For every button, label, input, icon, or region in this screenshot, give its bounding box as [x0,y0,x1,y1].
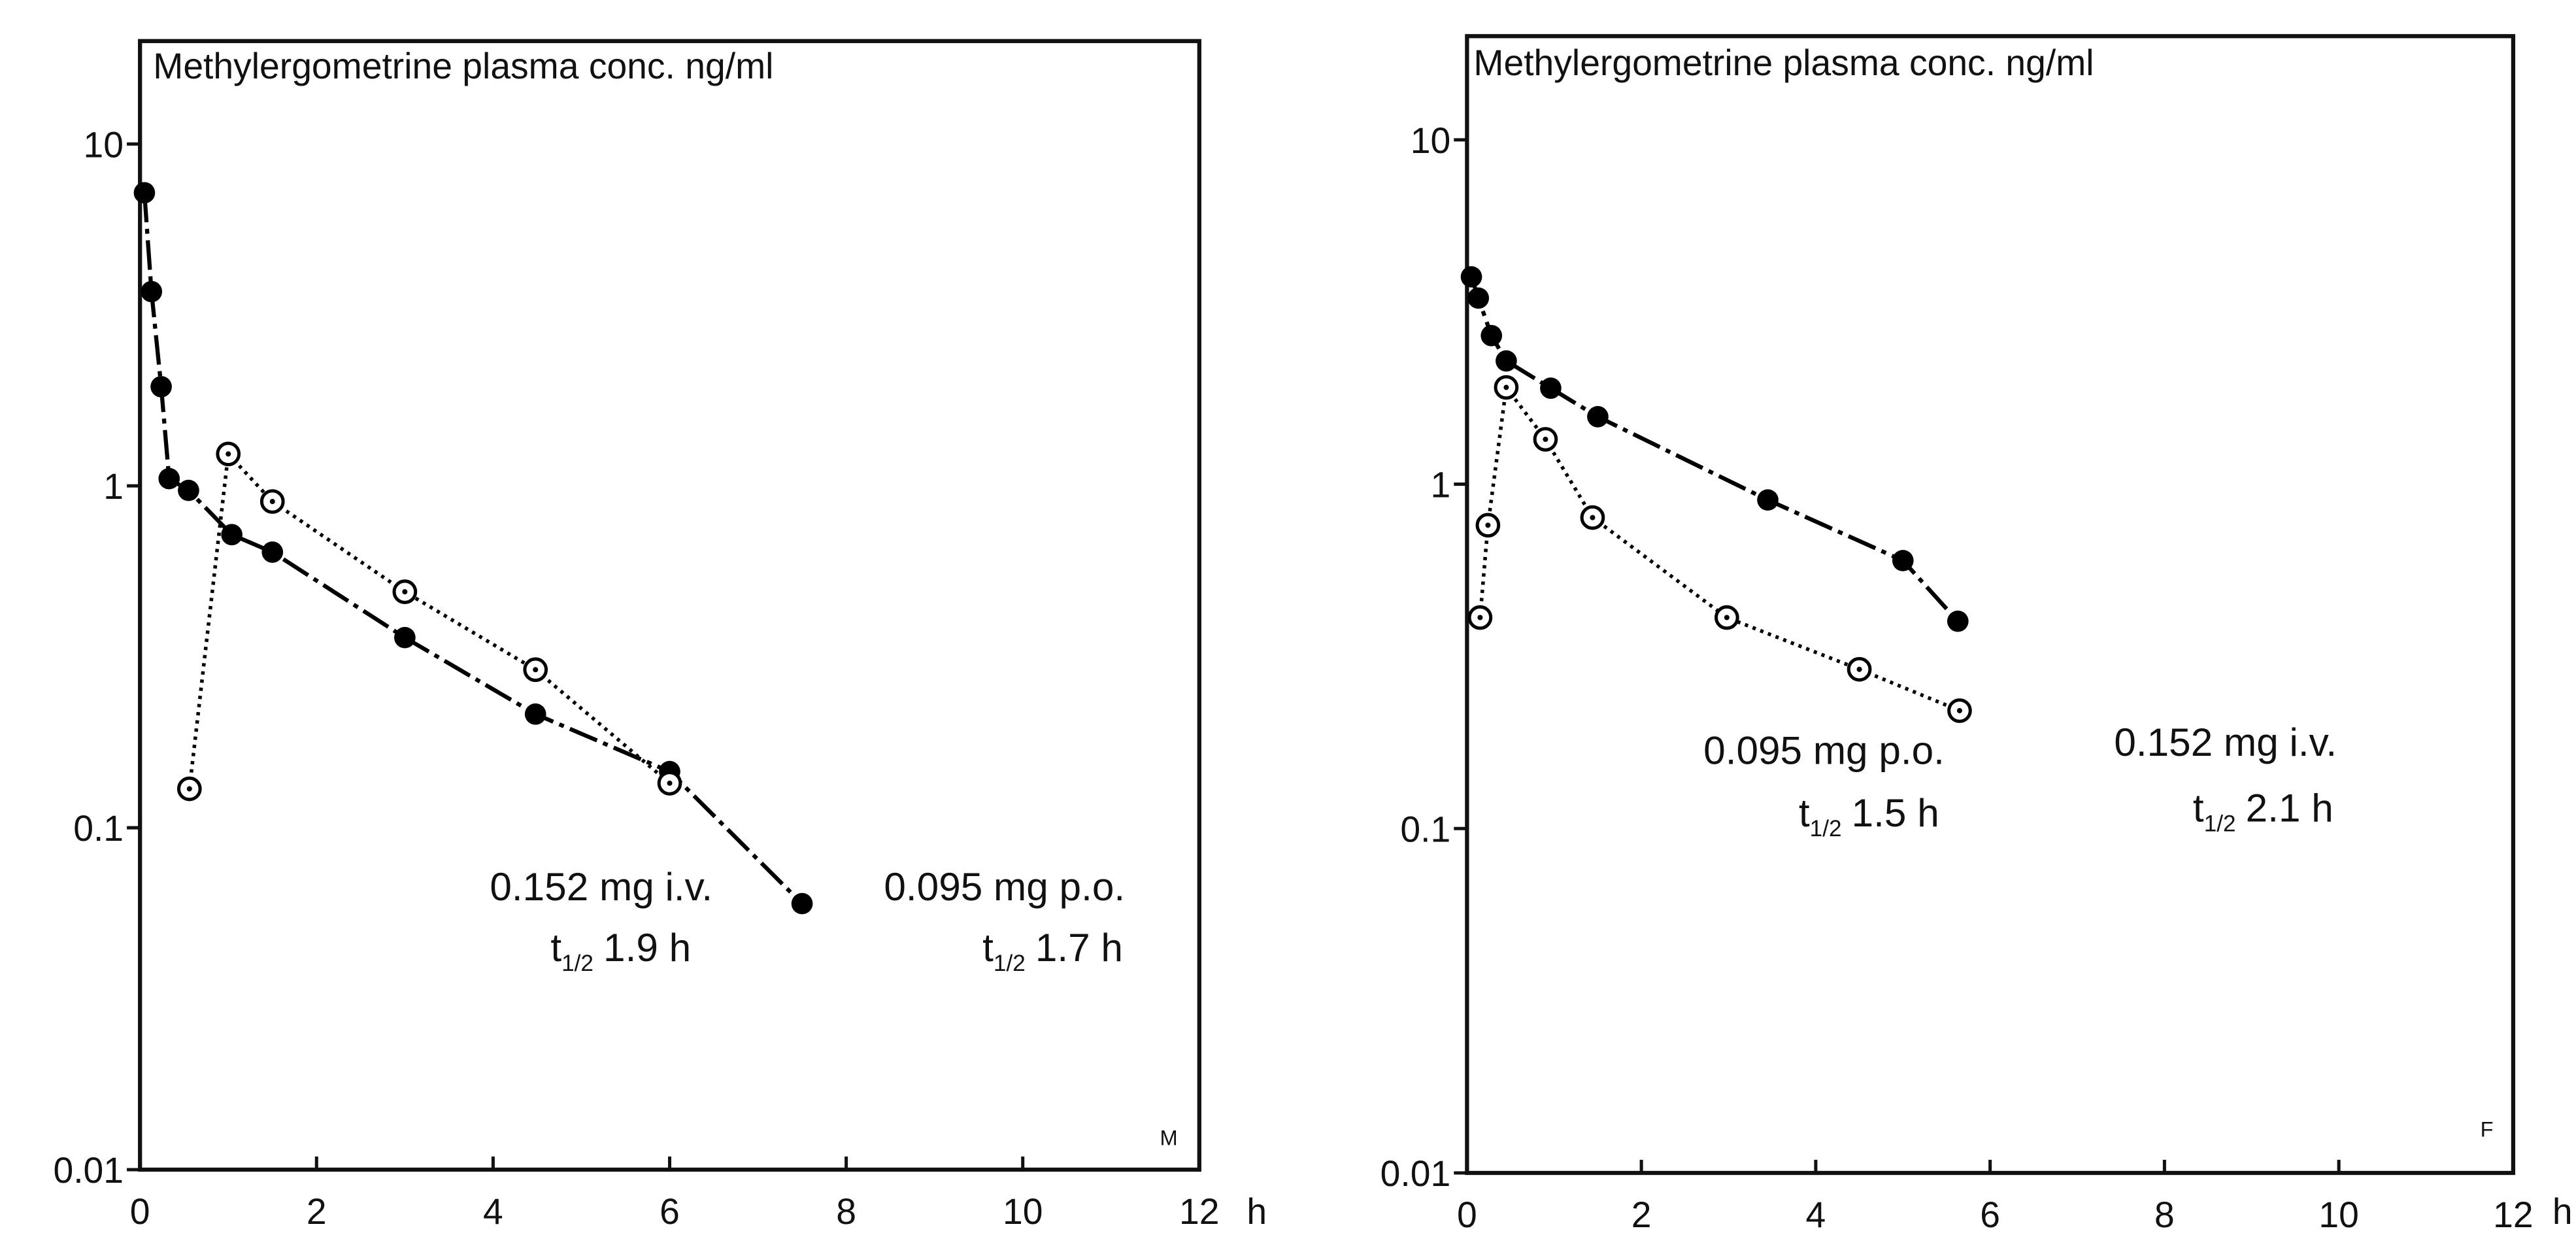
half-life-symbol: t [2193,785,2204,830]
half-life: t1/2 2.1 h [2193,785,2333,836]
marker [1496,350,1517,372]
plot-frame [138,39,1201,1172]
marker-center [402,589,408,595]
marker-center [1956,707,1962,713]
marker [791,892,813,915]
marker [1467,287,1490,309]
half-life-subscript: 1/2 [1810,816,1842,841]
corner-label: M [1160,1125,1178,1149]
marker [1947,610,1969,632]
half-life-symbol: t [1799,790,1810,835]
marker [1587,406,1609,428]
x-tick-label: 4 [483,1191,503,1232]
marker [133,182,156,204]
plot-frame [1465,34,2516,1176]
marker [141,280,163,303]
y-tick-label: 1 [103,466,124,507]
series-label: 0.095 mg p.o. [1703,728,1945,772]
series-line [1478,382,1961,713]
marker-center [226,451,231,457]
x-axis-label: h [1246,1191,1267,1232]
marker [1892,550,1914,571]
series-line [188,450,671,789]
marker [178,479,199,501]
series-line [142,192,804,906]
x-tick-label: 8 [836,1191,856,1232]
half-life-value: 1.9 h [603,925,691,970]
corner-label: F [2481,1117,2494,1142]
half-life: t1/2 1.5 h [1799,790,1939,841]
marker-center [1503,384,1509,390]
marker [158,467,180,490]
half-life: t1/2 1.7 h [982,925,1123,976]
x-tick-label: 2 [307,1191,327,1232]
chart-title: Methylergometrine plasma conc. ng/ml [153,46,773,86]
x-tick-label: 6 [1980,1195,2000,1235]
marker [1460,266,1482,288]
x-tick-label: 12 [2493,1195,2533,1235]
y-tick-label: 0.01 [53,1150,124,1191]
chart-title: Methylergometrine plasma conc. ng/ml [1473,42,2094,83]
half-life-value: 1.5 h [1852,790,1939,835]
x-tick-label: 12 [1179,1191,1219,1232]
x-tick-label: 0 [130,1191,150,1232]
x-axis-label: h [2552,1191,2573,1232]
half-life-value: 1.7 h [1035,925,1123,970]
marker [1540,377,1562,399]
marker [524,703,546,725]
x-tick-label: 4 [1806,1195,1826,1235]
y-tick-label: 0.1 [1400,809,1450,849]
marker [261,541,284,563]
y-tick-label: 10 [1411,120,1450,161]
half-life-subscript: 1/2 [994,951,1026,976]
x-tick-label: 2 [1631,1195,1652,1235]
marker-center [667,780,673,786]
marker [1757,489,1779,511]
marker-center [1477,615,1483,620]
y-tick-label: 10 [84,124,124,165]
marker [150,376,172,398]
y-tick-label: 0.1 [73,808,124,849]
marker-center [269,499,275,505]
x-tick-label: 10 [2318,1195,2358,1235]
marker [1480,325,1503,347]
marker-center [533,667,539,673]
half-life-subscript: 1/2 [2204,811,2236,836]
marker [221,524,243,546]
marker-center [1543,436,1548,442]
x-tick-label: 6 [660,1191,680,1232]
series-label: 0.152 mg i.v. [490,864,712,909]
y-tick-label: 0.01 [1380,1153,1451,1194]
marker-center [1856,666,1862,672]
x-tick-label: 8 [2154,1195,2175,1235]
y-tick-label: 1 [1430,465,1450,505]
half-life: t1/2 1.9 h [550,925,691,976]
marker-center [186,786,192,792]
marker-center [1485,522,1491,528]
half-life-value: 2.1 h [2246,785,2333,830]
marker-center [1724,615,1730,620]
x-tick-label: 10 [1003,1191,1043,1232]
series-label: 0.095 mg p.o. [884,864,1125,909]
marker [394,626,416,649]
x-tick-label: 0 [1457,1195,1477,1235]
half-life-subscript: 1/2 [561,951,594,976]
marker-center [1590,515,1596,520]
half-life-symbol: t [550,925,561,970]
half-life-symbol: t [982,925,994,970]
series-label: 0.152 mg i.v. [2114,720,2337,764]
